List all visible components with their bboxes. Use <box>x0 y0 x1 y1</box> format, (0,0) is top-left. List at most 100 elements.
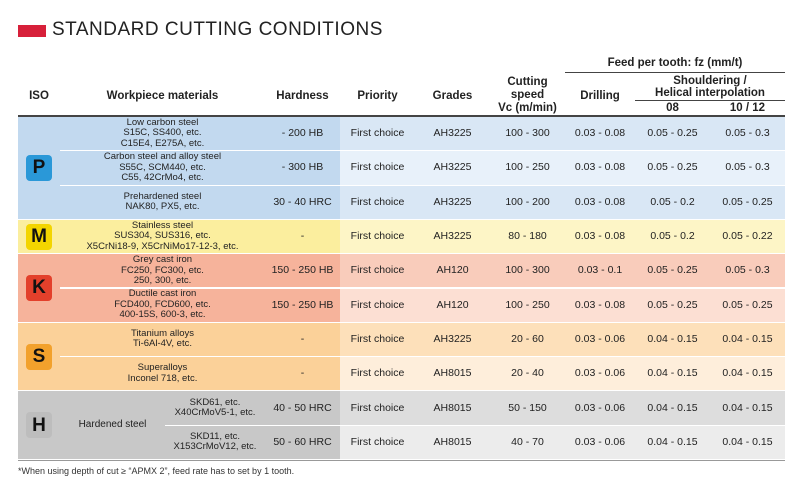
hardness-cell: 150 - 250 HB <box>265 254 340 289</box>
title-marker <box>18 25 46 37</box>
priority-cell: First choice <box>340 219 415 255</box>
iso-cell: H <box>18 391 60 460</box>
shoulder-08-cell: 0.05 - 0.2 <box>635 185 710 220</box>
rule <box>565 72 785 73</box>
header-shouldering: Shouldering / <box>673 75 747 87</box>
footnote: *When using depth of cut ≥ “APMX 2”, fee… <box>18 466 295 476</box>
hardness-cell: 50 - 60 HRC <box>265 425 340 460</box>
group-label: Hardened steel <box>60 391 165 460</box>
header-drilling: Drilling <box>580 90 620 102</box>
material-line: Prehardened steel <box>123 190 202 202</box>
material-line: S55C, SCM440, etc. <box>119 161 206 173</box>
material-line: X5CrNi18-9, X5CrNiMo17-12-3, etc. <box>86 240 239 252</box>
header-hardness: Hardness <box>276 90 329 102</box>
shoulder-10-12-cell: 0.05 - 0.3 <box>710 151 785 186</box>
drilling-cell: 0.03 - 0.08 <box>565 117 635 152</box>
shoulder-10-12-cell: 0.05 - 0.25 <box>710 185 785 220</box>
material-line: SKD61, etc. <box>189 396 241 408</box>
shoulder-10-12-cell: 0.05 - 0.3 <box>710 254 785 289</box>
priority-cell: First choice <box>340 254 415 289</box>
material-line: Ti-6Al-4V, etc. <box>133 338 192 350</box>
speed-cell: 40 - 70 <box>490 425 565 460</box>
material-line: 400-15S, 600-3, etc. <box>119 309 206 321</box>
priority-cell: First choice <box>340 357 415 392</box>
hardness-cell: - <box>265 219 340 255</box>
material-line: Grey cast iron <box>132 254 193 266</box>
material-line: Stainless steel <box>131 219 194 231</box>
speed-cell: 100 - 300 <box>490 254 565 289</box>
shoulder-10-12-cell: 0.05 - 0.25 <box>710 288 785 323</box>
rule <box>635 100 785 101</box>
header-10-12: 10 / 12 <box>729 102 766 114</box>
material-cell: Superalloys Inconel 718, etc. <box>60 357 265 392</box>
shoulder-10-12-cell: 0.05 - 0.22 <box>710 219 785 255</box>
grade-cell: AH3225 <box>415 151 490 186</box>
material-line: FCD400, FCD600, etc. <box>114 298 211 310</box>
material-line: Inconel 718, etc. <box>127 372 198 384</box>
iso-badge: S <box>26 343 52 370</box>
shoulder-10-12-cell: 0.04 - 0.15 <box>710 357 785 392</box>
iso-badge: H <box>26 412 52 439</box>
material-line: Carbon steel and alloy steel <box>103 151 222 163</box>
drilling-cell: 0.03 - 0.08 <box>565 288 635 323</box>
shoulder-08-cell: 0.05 - 0.25 <box>635 151 710 186</box>
rule <box>18 115 785 117</box>
speed-cell: 100 - 200 <box>490 185 565 220</box>
material-cell: Carbon steel and alloy steel S55C, SCM440… <box>60 151 265 186</box>
header-speed: Cutting <box>507 76 548 88</box>
material-line: FC250, FC300, etc. <box>121 264 204 276</box>
hardness-cell: 30 - 40 HRC <box>265 185 340 220</box>
shoulder-08-cell: 0.05 - 0.25 <box>635 117 710 152</box>
shoulder-10-12-cell: 0.04 - 0.15 <box>710 425 785 460</box>
iso-cell: M <box>18 219 60 255</box>
priority-cell: First choice <box>340 322 415 358</box>
material-line: C55, 42CrMo4, etc. <box>121 172 204 184</box>
iso-badge: M <box>26 223 52 250</box>
priority-cell: First choice <box>340 288 415 323</box>
material-line: X153CrMoV12, etc. <box>173 441 257 453</box>
grade-cell: AH8015 <box>415 357 490 392</box>
material-cell: SKD11, etc. X153CrMoV12, etc. <box>165 425 265 460</box>
drilling-cell: 0.03 - 0.06 <box>565 357 635 392</box>
material-cell: Grey cast iron FC250, FC300, etc. 250, 300… <box>60 254 265 289</box>
material-cell: Stainless steel SUS304, SUS316, etc. X5CrN… <box>60 219 265 255</box>
material-line: Low carbon steel <box>126 116 199 128</box>
shoulder-08-cell: 0.04 - 0.15 <box>635 391 710 426</box>
iso-cell: K <box>18 254 60 323</box>
hardness-cell: 40 - 50 HRC <box>265 391 340 426</box>
header-iso: ISO <box>29 90 49 102</box>
header-shouldering: Helical interpolation <box>655 87 765 99</box>
shoulder-10-12-cell: 0.05 - 0.3 <box>710 117 785 152</box>
drilling-cell: 0.03 - 0.1 <box>565 254 635 289</box>
material-line: X40CrMoV5-1, etc. <box>174 407 256 419</box>
speed-cell: 20 - 60 <box>490 322 565 358</box>
header-feed: Feed per tooth: fz (mm/t) <box>607 57 743 69</box>
speed-cell: 50 - 150 <box>490 391 565 426</box>
grade-cell: AH8015 <box>415 425 490 460</box>
material-line: C15E4, E275A, etc. <box>120 137 205 149</box>
header-grades: Grades <box>432 90 473 102</box>
iso-badge: P <box>26 154 52 181</box>
header-speed: Vc (m/min) <box>498 102 557 114</box>
iso-cell: P <box>18 117 60 220</box>
drilling-cell: 0.03 - 0.06 <box>565 391 635 426</box>
shoulder-08-cell: 0.05 - 0.2 <box>635 219 710 255</box>
grade-cell: AH3225 <box>415 322 490 358</box>
priority-cell: First choice <box>340 151 415 186</box>
material-line: Superalloys <box>137 362 188 374</box>
shoulder-10-12-cell: 0.04 - 0.15 <box>710 391 785 426</box>
shoulder-08-cell: 0.05 - 0.25 <box>635 254 710 289</box>
material-line: 250, 300, etc. <box>133 275 192 287</box>
grade-cell: AH3225 <box>415 219 490 255</box>
material-cell: Titanium alloys Ti-6Al-4V, etc. <box>60 322 265 358</box>
hardness-cell: 150 - 250 HB <box>265 288 340 323</box>
priority-cell: First choice <box>340 425 415 460</box>
grade-cell: AH8015 <box>415 391 490 426</box>
hardness-cell: - <box>265 357 340 392</box>
material-cell: Prehardened steel NAK80, PX5, etc. <box>60 185 265 220</box>
speed-cell: 80 - 180 <box>490 219 565 255</box>
grade-cell: AH3225 <box>415 117 490 152</box>
drilling-cell: 0.03 - 0.08 <box>565 151 635 186</box>
grade-cell: AH120 <box>415 254 490 289</box>
